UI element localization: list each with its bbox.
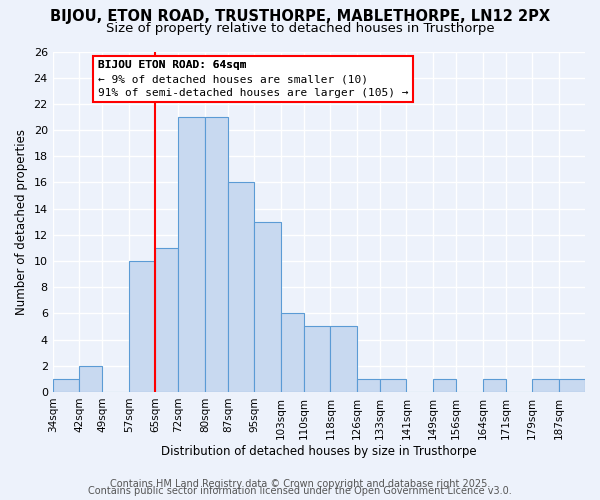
Bar [205, 117, 228, 392]
Text: Contains HM Land Registry data © Crown copyright and database right 2025.: Contains HM Land Registry data © Crown c… [110, 479, 490, 489]
Bar [281, 314, 304, 392]
Bar [559, 379, 585, 392]
Y-axis label: Number of detached properties: Number of detached properties [15, 128, 28, 314]
Bar [482, 379, 506, 392]
Text: BIJOU ETON ROAD: 64sqm
← 9% of detached houses are smaller (10)
91% of semi-deta: BIJOU ETON ROAD: 64sqm ← 9% of detached … [98, 60, 409, 98]
Text: Size of property relative to detached houses in Trusthorpe: Size of property relative to detached ho… [106, 22, 494, 35]
Bar [304, 326, 331, 392]
Text: BIJOU, ETON ROAD, TRUSTHORPE, MABLETHORPE, LN12 2PX: BIJOU, ETON ROAD, TRUSTHORPE, MABLETHORP… [50, 9, 550, 24]
Bar [53, 379, 79, 392]
X-axis label: Distribution of detached houses by size in Trusthorpe: Distribution of detached houses by size … [161, 444, 476, 458]
Bar [532, 379, 559, 392]
Bar [155, 248, 178, 392]
Bar [380, 379, 406, 392]
Bar [254, 222, 281, 392]
Text: Contains public sector information licensed under the Open Government Licence v3: Contains public sector information licen… [88, 486, 512, 496]
Bar [79, 366, 102, 392]
Bar [228, 182, 254, 392]
Text: BIJOU ETON ROAD: 64sqm: BIJOU ETON ROAD: 64sqm [98, 60, 247, 82]
Bar [357, 379, 380, 392]
Bar [178, 117, 205, 392]
Bar [331, 326, 357, 392]
Bar [433, 379, 456, 392]
Bar [129, 261, 155, 392]
